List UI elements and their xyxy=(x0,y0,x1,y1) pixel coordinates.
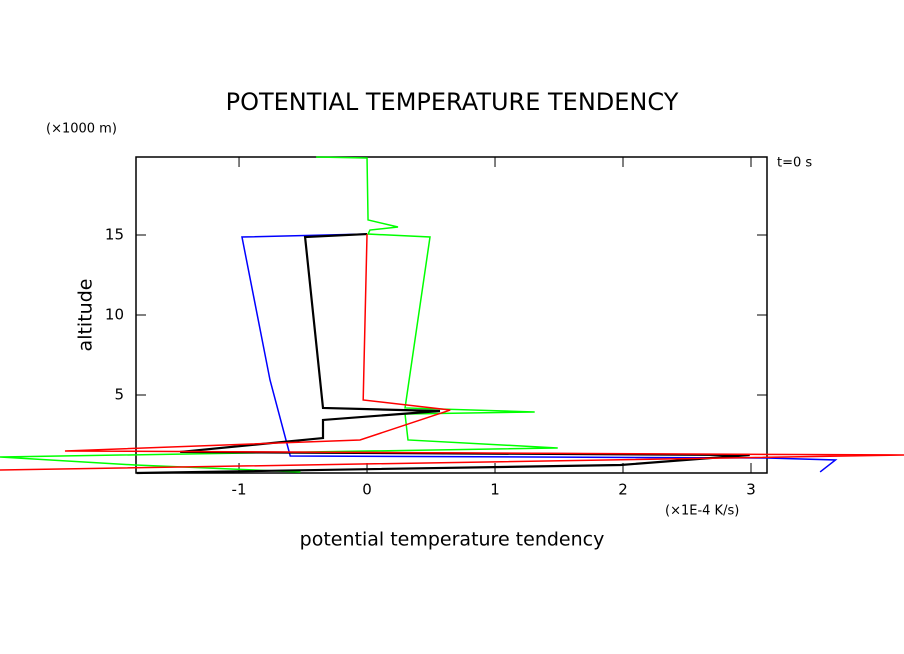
x-tick-label: -1 xyxy=(232,481,247,499)
x-unit: (×1E-4 K/s) xyxy=(665,504,739,519)
y-tick-label: 10 xyxy=(105,306,124,324)
y-tick-label: 15 xyxy=(105,226,124,244)
x-axis-label: potential temperature tendency xyxy=(300,529,605,551)
x-tick-label: 2 xyxy=(618,481,628,499)
data-line xyxy=(0,156,558,473)
data-line xyxy=(241,233,838,473)
plot-frame xyxy=(135,156,768,474)
annotation: t=0 s xyxy=(777,156,812,171)
x-tick-label: 0 xyxy=(362,481,372,499)
x-tick-label: 1 xyxy=(490,481,500,499)
data-line xyxy=(136,232,750,475)
x-tick-label: 3 xyxy=(746,481,756,499)
y-axis-label: altitude xyxy=(75,279,97,352)
y-tick-label: 5 xyxy=(114,386,124,404)
y-unit: (×1000 m) xyxy=(46,122,117,137)
data-line xyxy=(0,234,904,471)
chart-title: POTENTIAL TEMPERATURE TENDENCY xyxy=(226,88,679,116)
